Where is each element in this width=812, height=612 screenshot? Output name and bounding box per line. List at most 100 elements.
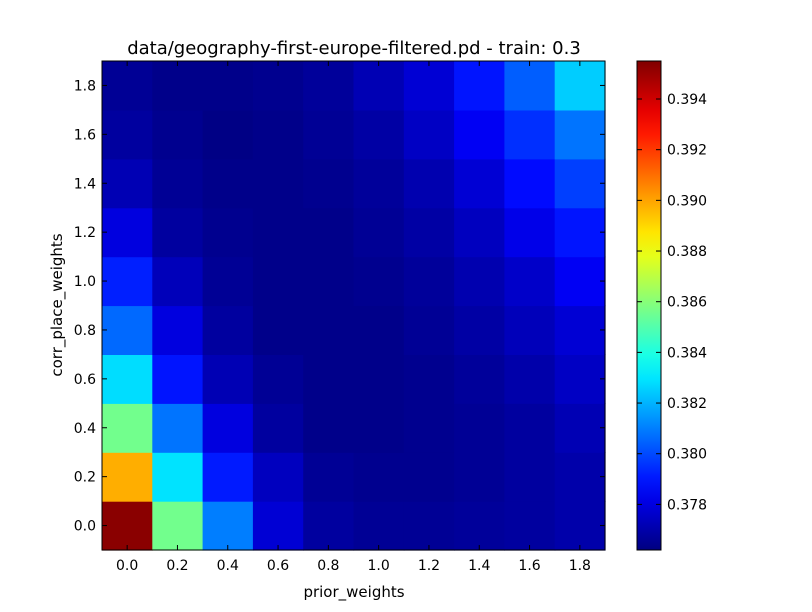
heatmap-cell: [102, 452, 153, 502]
heatmap-cell: [353, 61, 405, 111]
x-tick-label: 0.2: [166, 558, 188, 574]
heatmap-cell: [303, 452, 355, 502]
heatmap-cell: [353, 256, 405, 307]
colorbar: [636, 60, 662, 551]
heatmap-cell: [252, 354, 304, 404]
heatmap-cell: [202, 207, 254, 258]
heatmap-cell: [403, 305, 455, 355]
heatmap-cell: [353, 109, 405, 160]
heatmap-cell: [102, 305, 153, 355]
heatmap-cell: [353, 354, 405, 404]
heatmap-cell: [554, 305, 606, 355]
x-tick-label: 0.0: [116, 558, 138, 574]
heatmap-cell: [102, 354, 153, 404]
x-tick-label: 1.8: [569, 558, 591, 574]
heatmap-cell: [403, 354, 455, 404]
heatmap-cell: [303, 305, 355, 355]
heatmap-cell: [252, 109, 304, 160]
heatmap-cell: [454, 501, 505, 551]
x-tick-label: 1.2: [418, 558, 440, 574]
heatmap-cell: [202, 256, 254, 307]
y-tick-label: 1.0: [74, 274, 96, 290]
heatmap-cell: [454, 158, 505, 209]
heatmap-cell: [303, 256, 355, 307]
heatmap-cell: [554, 501, 606, 551]
heatmap-cell: [504, 256, 556, 307]
heatmap-cell: [202, 305, 254, 355]
heatmap-cell: [152, 256, 204, 307]
y-axis-label: corr_place_weights: [48, 233, 67, 376]
colorbar-tick-label: 0.378: [667, 497, 707, 513]
heatmap-cell: [252, 61, 304, 111]
colorbar-tick-label: 0.394: [667, 92, 707, 108]
heatmap-cell: [403, 501, 455, 551]
heatmap-cell: [202, 158, 254, 209]
colorbar-tick-label: 0.390: [667, 193, 707, 209]
heatmap-cell: [554, 61, 606, 111]
heatmap-cell: [353, 403, 405, 453]
heatmap-cell: [152, 305, 204, 355]
colorbar-tick-label: 0.386: [667, 295, 707, 311]
heatmap-cell: [454, 452, 505, 502]
heatmap-cell: [303, 109, 355, 160]
heatmap-cell: [403, 452, 455, 502]
heatmap-cell: [554, 207, 606, 258]
y-tick-label: 1.4: [74, 176, 96, 192]
heatmap-cell: [102, 207, 153, 258]
heatmap-cell: [303, 354, 355, 404]
heatmap-cell: [303, 501, 355, 551]
x-tick-label: 1.0: [368, 558, 390, 574]
heatmap-cells: [102, 61, 606, 551]
heatmap-cell: [152, 354, 204, 404]
heatmap-cell: [202, 452, 254, 502]
heatmap-cell: [252, 207, 304, 258]
x-tick-label: 0.6: [267, 558, 289, 574]
y-tick-label: 0.2: [74, 470, 96, 486]
heatmap-cell: [102, 109, 153, 160]
heatmap-cell: [403, 61, 455, 111]
y-tick-label: 0.4: [74, 421, 96, 437]
heatmap-cell: [454, 403, 505, 453]
colorbar-tick-label: 0.382: [667, 396, 707, 412]
heatmap-cell: [102, 158, 153, 209]
heatmap-cell: [403, 403, 455, 453]
heatmap-cell: [252, 158, 304, 209]
heatmap-cell: [102, 61, 153, 111]
heatmap-cell: [303, 61, 355, 111]
heatmap-cell: [454, 305, 505, 355]
colorbar-tick-label: 0.388: [667, 244, 707, 260]
heatmap-cell: [504, 305, 556, 355]
heatmap-cell: [554, 109, 606, 160]
x-tick-label: 1.6: [518, 558, 540, 574]
x-tick-label: 0.8: [317, 558, 339, 574]
y-tick-label: 0.0: [74, 519, 96, 535]
heatmap-cell: [152, 452, 204, 502]
heatmap-cell: [252, 256, 304, 307]
y-axis-ticks: 0.0 0.2 0.4 0.6 0.8 1.0 1.2 1.4 1.6 1.8: [74, 78, 605, 535]
heatmap-cell: [403, 158, 455, 209]
heatmap-cell: [252, 501, 304, 551]
heatmap-cell: [554, 158, 606, 209]
x-axis-label: prior_weights: [303, 583, 404, 602]
heatmap-cell: [403, 207, 455, 258]
heatmap-cell: [252, 305, 304, 355]
colorbar-tick-label: 0.384: [667, 345, 707, 361]
heatmap-cell: [454, 207, 505, 258]
heatmap-cell: [504, 354, 556, 404]
plot-frame: [101, 60, 606, 551]
heatmap-cell: [403, 109, 455, 160]
x-axis-ticks: 0.0 0.2 0.4 0.6 0.8 1.0 1.2 1.4 1.6 1.8: [116, 61, 591, 574]
heatmap-cell: [202, 109, 254, 160]
heatmap-cell: [303, 207, 355, 258]
heatmap-cell: [152, 109, 204, 160]
heatmap-cell: [152, 501, 204, 551]
x-tick-label: 1.4: [468, 558, 490, 574]
y-tick-label: 1.6: [74, 127, 96, 143]
heatmap-cell: [504, 61, 556, 111]
heatmap-cell: [353, 452, 405, 502]
heatmap-cell: [202, 61, 254, 111]
heatmap-cell: [202, 403, 254, 453]
heatmap-cell: [102, 403, 153, 453]
heatmap-cell: [353, 501, 405, 551]
heatmap-cell: [454, 256, 505, 307]
